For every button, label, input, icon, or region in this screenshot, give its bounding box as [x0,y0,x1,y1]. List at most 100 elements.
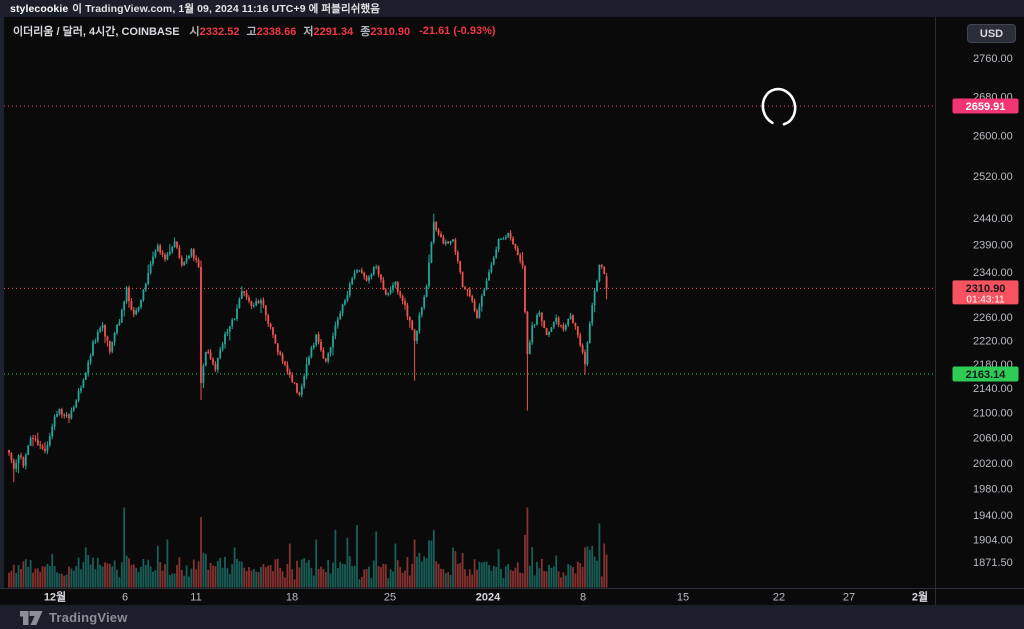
x-axis-label[interactable]: 18 [286,592,298,604]
y-axis-label[interactable]: 2520.00 [973,171,1013,183]
volume-bar [394,543,397,588]
y-axis-label[interactable]: 2020.00 [973,458,1013,470]
volume-bar [202,552,205,588]
publish-text: 이 TradingView.com, 1월 09, 2024 11:16 UTC… [72,3,380,15]
y-axis-label[interactable]: 2140.00 [973,383,1013,395]
candle-body [276,343,279,353]
volume-bar [260,567,262,588]
y-axis-label[interactable]: 2260.00 [973,312,1013,324]
x-axis-label[interactable]: 2월 [912,590,928,604]
candle-body [389,289,392,294]
volume-bar [87,555,90,588]
x-axis-label[interactable]: 2024 [476,592,501,604]
y-axis-label[interactable]: 1904.00 [973,534,1013,546]
y-axis-label[interactable]: 2440.00 [973,213,1013,225]
volume-bar [72,570,75,588]
candle-body [104,324,106,337]
volume-bar [432,529,435,588]
candle-body [65,414,68,416]
volume-bar [123,507,126,588]
volume-bar [459,562,462,588]
x-axis-label[interactable]: 6 [122,592,128,604]
symbol-title[interactable]: 이더리움 / 달러, 4시간, COINBASE [13,26,180,38]
volume-bar [603,543,606,588]
candle-body [560,324,562,326]
volume-bar [274,559,277,588]
x-axis-label[interactable]: 11 [190,592,201,604]
current-price-badge[interactable] [952,280,1019,305]
candle-body [96,331,99,342]
volume-bar [425,558,428,588]
candle-body [166,254,169,260]
volume-bar [68,566,70,588]
price-level-badge[interactable] [952,366,1019,382]
volume-bar [492,565,495,588]
y-axis-label[interactable]: 2390.00 [973,240,1013,252]
candle-body [406,304,409,317]
candle-body [538,312,541,316]
candle-body [111,341,114,352]
volume-bar [344,564,346,588]
hand-drawn-circle-annotation[interactable] [759,86,799,129]
candle-body [56,413,58,417]
x-axis-label[interactable]: 15 [677,592,689,604]
candle-body [305,364,308,377]
currency-toggle-button[interactable]: USD [967,24,1016,43]
candle-body [574,323,577,327]
volume-bar [593,556,596,588]
volume-bar [464,569,466,588]
volume-bar [209,562,212,588]
tradingview-logo[interactable]: TradingView [20,608,128,626]
candle-body [531,325,534,343]
volume-bar [389,569,392,588]
candle-body [116,325,118,333]
volume-bar [476,569,478,588]
candle-body [68,414,70,419]
price-level-badge[interactable] [952,98,1019,114]
candle-body [39,444,42,447]
candle-body [154,251,157,257]
candle-body [89,355,92,363]
volume-bar [224,556,226,588]
x-axis-label[interactable]: 25 [384,592,396,604]
candle-body [596,280,598,291]
y-axis-label[interactable]: 2060.00 [973,432,1013,444]
volume-bar [545,571,548,588]
candle-body [425,285,428,297]
candle-body [22,457,25,466]
y-axis-label[interactable]: 2340.00 [973,267,1013,279]
chart-legend[interactable]: 이더리움 / 달러, 4시간, COINBASE 시2332.52 고2338.… [13,23,496,39]
candle-body [219,349,222,358]
x-axis-label[interactable]: 22 [773,592,785,604]
volume-bar [190,568,193,588]
candle-body [180,257,183,266]
volume-bar [351,566,354,588]
volume-bar [12,564,15,588]
volume-bar [514,567,517,588]
candle-body [372,267,375,275]
y-axis-label[interactable]: 2760.00 [973,53,1013,65]
volume-bar [512,570,514,588]
y-axis-label[interactable]: 2100.00 [973,407,1013,419]
candle-body [512,238,514,244]
volume-bar [41,566,44,588]
volume-bar [310,568,313,588]
volume-bar [82,562,85,588]
candle-body [454,239,457,253]
volume-bar [586,546,589,588]
volume-bar [507,564,510,588]
x-axis-label[interactable]: 12월 [44,590,66,604]
volume-bar [320,566,322,588]
x-axis-label[interactable]: 27 [843,592,855,604]
y-axis-label[interactable]: 1980.00 [973,484,1013,496]
x-axis-label[interactable]: 8 [580,592,586,604]
y-axis-label[interactable]: 1871.50 [973,557,1013,569]
y-axis-label[interactable]: 2220.00 [973,335,1013,347]
y-axis-label[interactable]: 1940.00 [973,510,1013,522]
candle-body [58,409,61,414]
candle-body [351,278,354,285]
candlestick-chart[interactable]: 2760.002680.002600.002520.002440.002390.… [0,17,1024,605]
candle-body [428,262,430,286]
y-axis-label[interactable]: 2600.00 [973,131,1013,143]
candle-body [233,318,236,320]
